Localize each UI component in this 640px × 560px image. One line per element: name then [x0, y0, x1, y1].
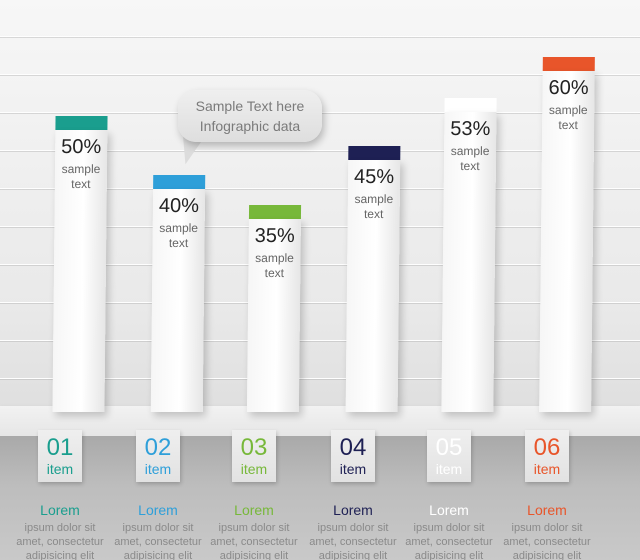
chart-bar: 60% sample text: [539, 56, 595, 412]
item-description-line: adipisicing elit: [318, 550, 388, 560]
bar-value-label: 53%: [450, 118, 491, 141]
item-label: item: [533, 461, 561, 477]
chart-bar: 53% sample text: [441, 98, 497, 412]
item-description-line: adipisicing elit: [512, 550, 582, 560]
item-description-line: adipisicing elit: [219, 550, 289, 560]
item-number-tab: 01 item: [38, 430, 82, 482]
bar-caption-line-2: text: [558, 117, 578, 132]
bar-caption-line-1: sample: [548, 102, 588, 117]
bar-caption-line-1: sample: [255, 250, 294, 265]
item-description-line: amet, consectetur: [114, 536, 202, 548]
item-description-line: ipsum dolor sit: [122, 522, 194, 534]
bar-color-strip: [542, 56, 595, 71]
bar-caption-line-1: sample: [61, 162, 101, 176]
item-label: item: [240, 461, 268, 477]
bar-value-label: 45%: [353, 165, 395, 188]
item-description-line: adipisicing elit: [25, 550, 95, 560]
bar-value-label: 60%: [548, 76, 589, 99]
bar-value-label: 50%: [61, 136, 102, 158]
item-description-line: adipisicing elit: [414, 550, 484, 560]
chart-bar: 50% sample text: [52, 116, 108, 412]
bar-color-strip: [248, 204, 302, 219]
item-description-line: ipsum dolor sit: [511, 522, 583, 534]
bar-caption-line-2: text: [460, 159, 480, 174]
item-description-line: amet, consectetur: [16, 536, 104, 548]
item-title: Lorem: [527, 502, 567, 518]
bar-caption-line-2: text: [168, 236, 189, 251]
item-description-line: amet, consectetur: [309, 536, 397, 548]
item-number: 01: [46, 434, 74, 461]
chart-bar: 45% sample text: [345, 145, 401, 412]
bar-color-strip: [153, 175, 206, 190]
bar-caption-line-2: text: [264, 265, 285, 280]
item-description-line: ipsum dolor sit: [317, 522, 389, 534]
callout-bubble: Sample Text here Infographic data: [178, 90, 322, 142]
bar-color-strip: [348, 145, 401, 160]
item-number: 06: [533, 434, 561, 461]
bar-caption-line-1: sample: [354, 191, 394, 206]
item-label: item: [46, 461, 74, 477]
item-number-tab: 06 item: [525, 430, 569, 482]
background-gridlines: [0, 0, 640, 420]
bar-color-strip: [444, 98, 497, 113]
item-label: item: [339, 461, 367, 477]
item-description-line: ipsum dolor sit: [413, 522, 485, 534]
item-number: 03: [240, 434, 268, 461]
bar-value-label: 35%: [254, 224, 295, 247]
item-number-tab: 04 item: [331, 430, 375, 482]
item-description-line: amet, consectetur: [210, 536, 298, 548]
item-number-tab: 05 item: [427, 430, 471, 482]
bar-caption-line-1: sample: [159, 221, 199, 236]
item-description-line: amet, consectetur: [503, 536, 591, 548]
item-description-line: ipsum dolor sit: [218, 522, 290, 534]
item-title: Lorem: [138, 502, 178, 518]
bar-value-label: 40%: [158, 195, 200, 218]
item-title: Lorem: [333, 502, 373, 518]
item-description-line: ipsum dolor sit: [24, 522, 96, 534]
item-title: Lorem: [40, 502, 80, 518]
item-description-line: adipisicing elit: [123, 550, 193, 560]
callout-line-1: Sample Text here: [195, 98, 305, 114]
item-number: 04: [339, 434, 367, 461]
item-title: Lorem: [234, 502, 274, 518]
bar-caption-line-2: text: [71, 177, 91, 191]
item-number-tab: 02 item: [136, 430, 180, 482]
bar-color-strip: [55, 116, 108, 130]
item-description-line: amet, consectetur: [405, 536, 493, 548]
chart-bar: 35% sample text: [246, 204, 302, 412]
item-number: 05: [435, 434, 463, 461]
item-number: 02: [144, 434, 172, 461]
item-label: item: [144, 461, 172, 477]
item-label: item: [435, 461, 463, 477]
chart-bar: 40% sample text: [150, 175, 206, 412]
bar-caption-line-2: text: [363, 206, 384, 221]
bar-caption-line-1: sample: [450, 144, 490, 159]
item-title: Lorem: [429, 502, 469, 518]
item-number-tab: 03 item: [232, 430, 276, 482]
callout-line-2: Infographic data: [199, 118, 301, 134]
